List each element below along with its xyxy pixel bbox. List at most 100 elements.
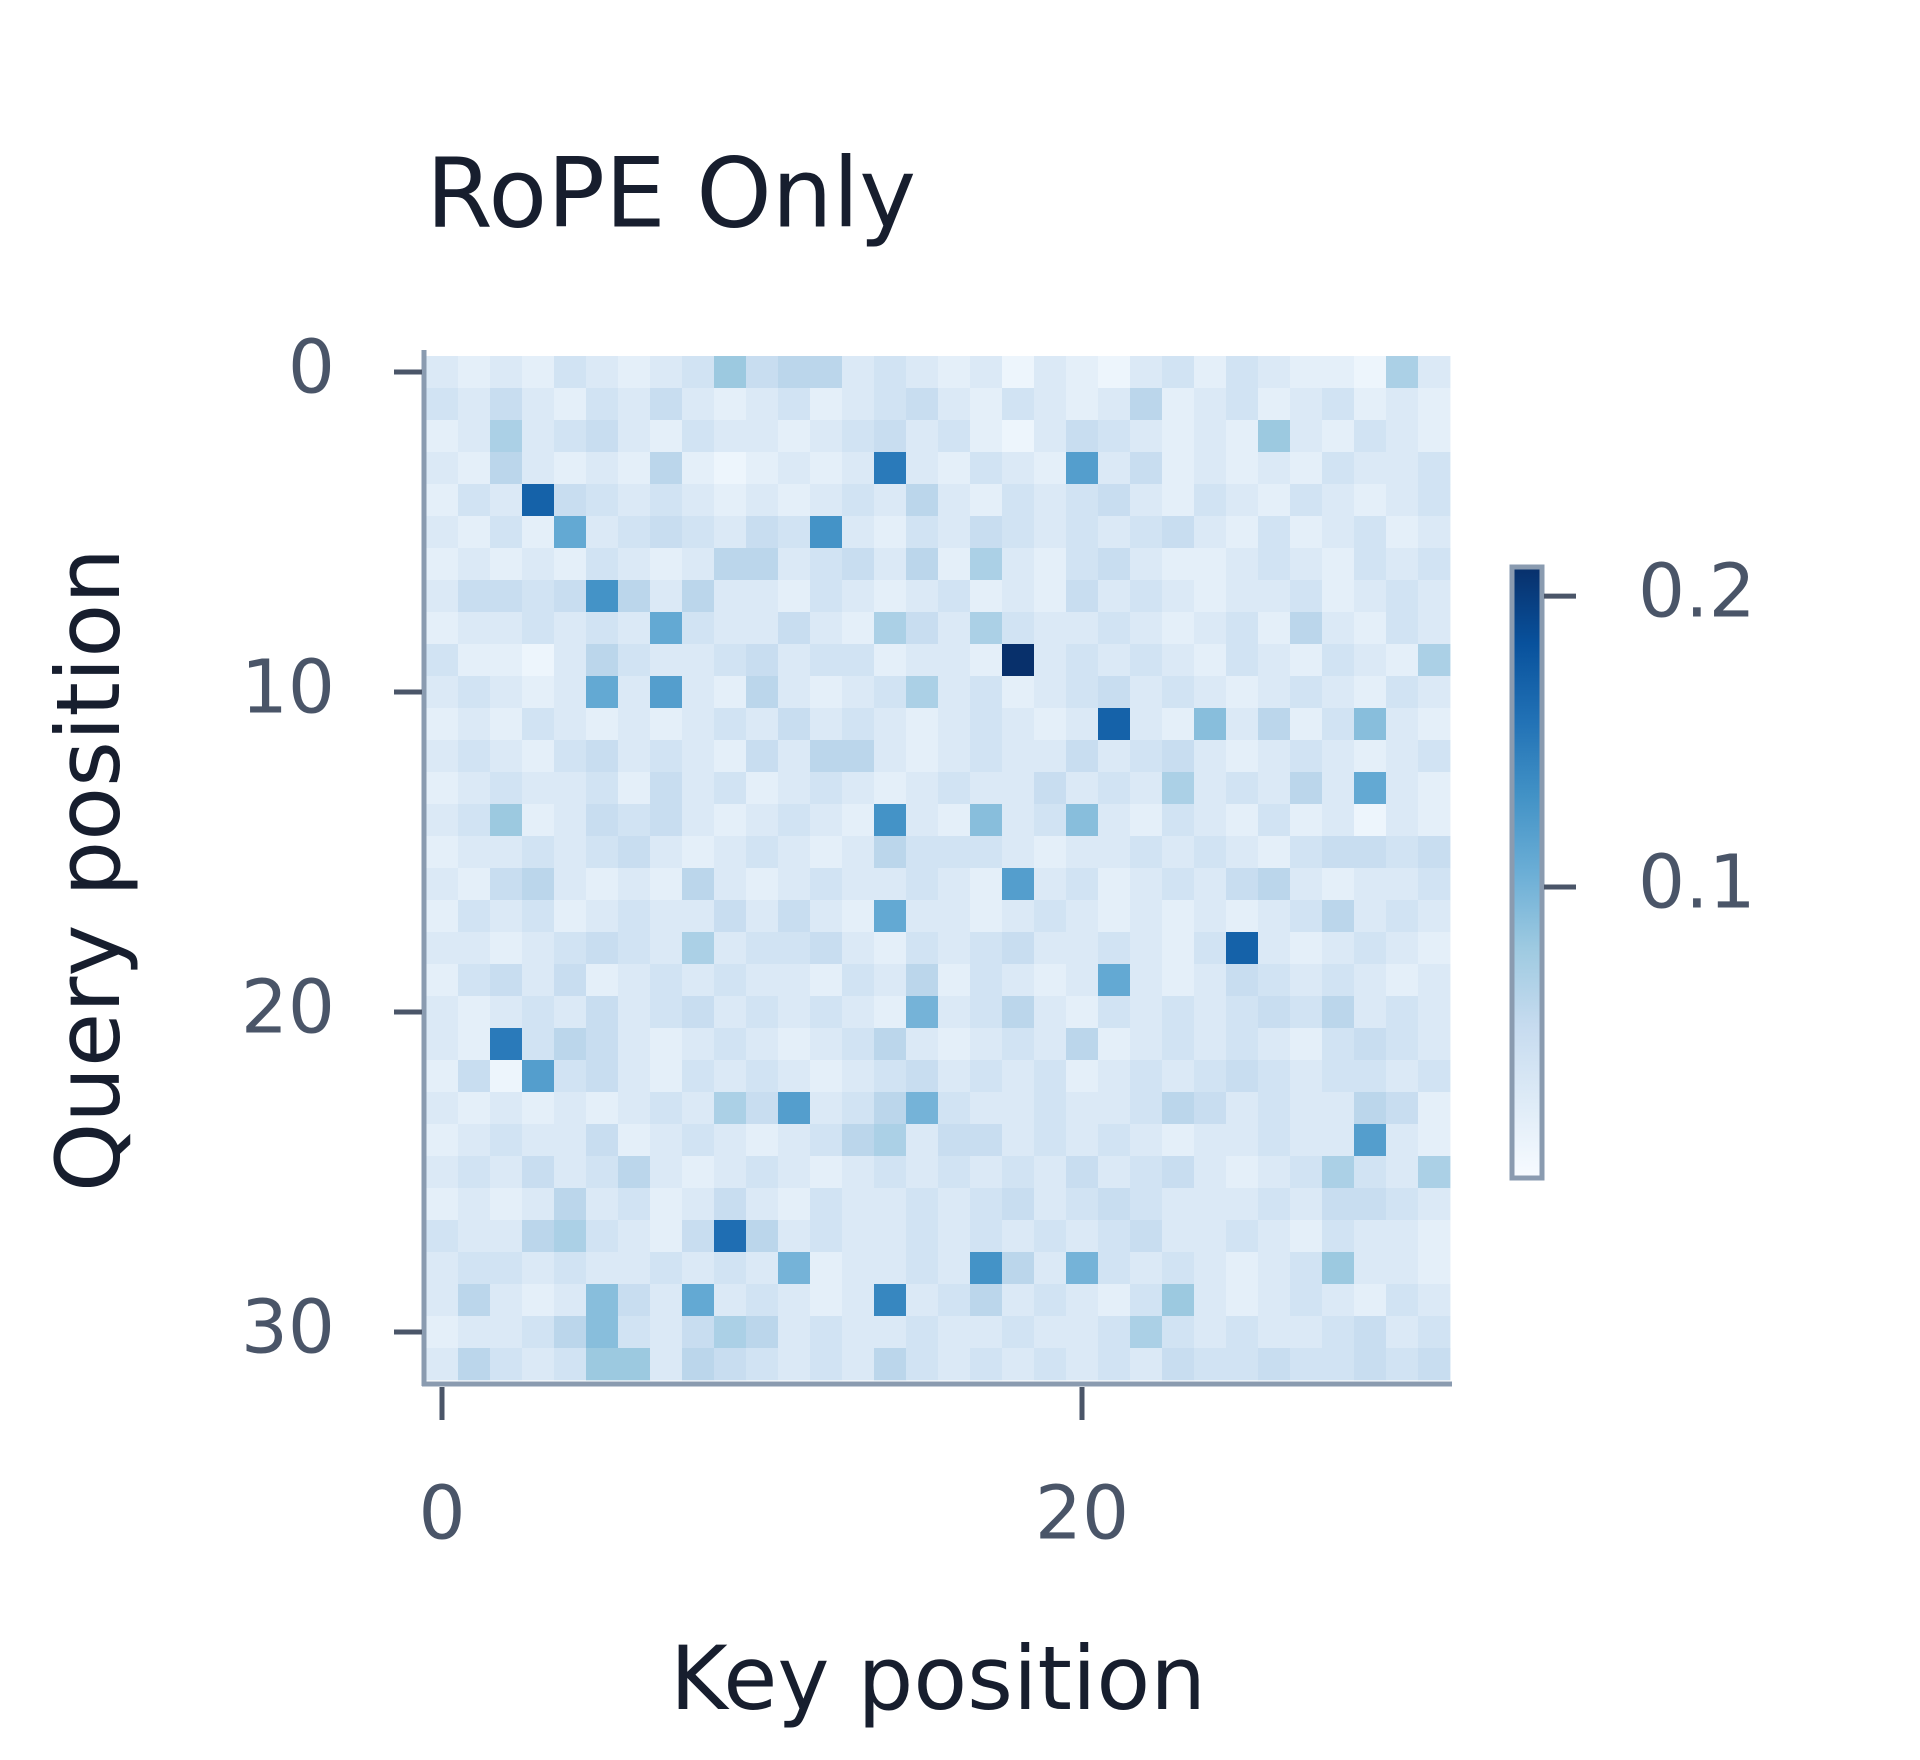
heatmap-cell [746,868,779,901]
heatmap-cell [426,900,459,933]
heatmap-cell [1162,964,1195,997]
heatmap-cell [746,1124,779,1157]
heatmap-cell [586,1092,619,1125]
heatmap-cell [586,932,619,965]
heatmap-cell [1130,964,1163,997]
heatmap-cell [1258,1220,1291,1253]
heatmap-cell [1418,1252,1451,1285]
heatmap-cell [682,836,715,869]
heatmap-cell [1066,484,1099,517]
heatmap-cell [746,1188,779,1221]
heatmap-cell [1162,1156,1195,1189]
heatmap-cell [1354,1188,1387,1221]
heatmap-cell [938,420,971,453]
heatmap-cell [842,708,875,741]
heatmap-cell [682,516,715,549]
heatmap-cell [906,1124,939,1157]
heatmap-cell [1034,1252,1067,1285]
heatmap-cell [426,964,459,997]
heatmap-cell [554,1028,587,1061]
heatmap-cell [714,1316,747,1349]
heatmap-cell [1130,868,1163,901]
heatmap-cell [522,452,555,485]
heatmap-cell [810,1284,843,1317]
heatmap-cell [522,580,555,613]
heatmap-cell [1354,516,1387,549]
heatmap-cell [1194,932,1227,965]
heatmap-cell [1322,1060,1355,1093]
heatmap-cell [778,484,811,517]
heatmap-cell [778,516,811,549]
heatmap-cell [746,1220,779,1253]
heatmap-cell [810,644,843,677]
heatmap-cell [1130,1284,1163,1317]
heatmap-cell [650,1316,683,1349]
heatmap-cell [586,1220,619,1253]
heatmap-cell [426,1284,459,1317]
heatmap-cell [1130,740,1163,773]
heatmap-cell [1386,1316,1419,1349]
heatmap-cell [1418,388,1451,421]
heatmap-cell [1226,644,1259,677]
heatmap-cell [1354,612,1387,645]
heatmap-cell [1162,1124,1195,1157]
heatmap-cell [1162,1188,1195,1221]
heatmap-cell [1418,1124,1451,1157]
heatmap-cell [1290,900,1323,933]
heatmap-cell [778,612,811,645]
heatmap-cell [1290,676,1323,709]
heatmap-cell [554,1188,587,1221]
heatmap-cell [842,740,875,773]
heatmap-cell [1322,868,1355,901]
heatmap-cell [1258,1348,1291,1381]
heatmap-cell [842,1220,875,1253]
heatmap-cell [682,1188,715,1221]
heatmap-cell [970,772,1003,805]
heatmap-cell [1226,868,1259,901]
heatmap-cell [1066,388,1099,421]
heatmap-cell [586,1156,619,1189]
heatmap-cell [906,900,939,933]
heatmap-cell [1322,388,1355,421]
heatmap-cell [842,484,875,517]
heatmap-cell [1098,900,1131,933]
heatmap-cell [906,804,939,837]
heatmap-cell [842,644,875,677]
heatmap-cell [1162,644,1195,677]
heatmap-cell [522,484,555,517]
heatmap-cell [490,804,523,837]
heatmap-cell [1194,900,1227,933]
heatmap-cell [458,580,491,613]
heatmap-cell [458,1124,491,1157]
heatmap-cell [746,484,779,517]
heatmap-cell [778,356,811,389]
heatmap-cell [426,580,459,613]
heatmap-cell [1354,1092,1387,1125]
heatmap-cell [1418,612,1451,645]
heatmap-cell [682,1092,715,1125]
heatmap-cell [874,452,907,485]
heatmap-cell [618,1220,651,1253]
heatmap-cell [842,1316,875,1349]
heatmap-cell [554,1124,587,1157]
heatmap-cell [938,644,971,677]
heatmap-cell [586,388,619,421]
heatmap-cell [1354,452,1387,485]
heatmap-cell [1258,868,1291,901]
heatmap-cell [1066,1028,1099,1061]
heatmap-cell [778,580,811,613]
heatmap-cell [458,420,491,453]
heatmap-cell [426,484,459,517]
heatmap-cell [1034,612,1067,645]
heatmap-cell [778,932,811,965]
heatmap-cell [1194,644,1227,677]
heatmap-cell [1322,1028,1355,1061]
heatmap-cell [1290,484,1323,517]
heatmap-cell [778,1284,811,1317]
heatmap-cell [1162,676,1195,709]
heatmap-cell [458,1188,491,1221]
heatmap-cell [842,676,875,709]
heatmap-cell [1066,548,1099,581]
heatmap-cell [650,420,683,453]
heatmap-cell [586,900,619,933]
